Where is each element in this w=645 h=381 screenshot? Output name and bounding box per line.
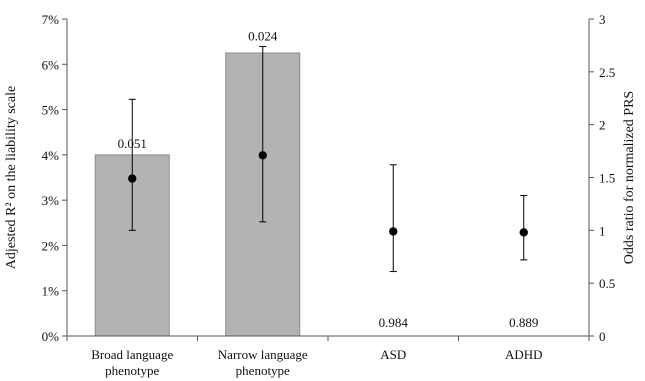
p-value-label-0: 0.051 [118, 136, 147, 151]
x-tick-label: Broad language [91, 347, 173, 362]
odds-ratio-point-0 [128, 174, 137, 183]
y-left-tick-label: 3% [42, 193, 60, 208]
y-right-tick-label: 2 [599, 118, 606, 133]
y-left-tick-label: 1% [42, 284, 60, 299]
y-right-tick-label: 0.5 [599, 276, 615, 291]
odds-ratio-point-1 [258, 151, 267, 160]
odds-ratio-point-3 [519, 228, 528, 237]
x-tick-label: ADHD [505, 347, 543, 362]
y-left-tick-label: 6% [42, 57, 60, 72]
y-right-tick-label: 0 [599, 329, 606, 344]
x-tick-label: phenotype [236, 363, 290, 378]
y-left-tick-label: 0% [42, 329, 60, 344]
y-left-axis-title: Adjested R² on the liability scale [4, 86, 19, 269]
y-right-tick-label: 1.5 [599, 171, 615, 186]
y-right-tick-label: 2.5 [599, 65, 615, 80]
x-tick-label: phenotype [105, 363, 159, 378]
bars-layer [94, 52, 301, 337]
y-left-tick-label: 2% [42, 238, 60, 253]
y-left-tick-label: 5% [42, 103, 60, 118]
x-tick-label: ASD [380, 347, 406, 362]
y-right-tick-label: 3 [599, 12, 606, 27]
errorbar-layer [128, 45, 528, 273]
odds-ratio-point-2 [389, 227, 398, 236]
p-value-label-1: 0.024 [248, 28, 278, 43]
y-right-tick-label: 1 [599, 223, 606, 238]
axes-layer: 0% 1% 2% 3% 4% 5% 6% 7% 0 0.5 1 1.5 2 2.5 3 [42, 12, 616, 344]
y-right-axis-title: Odds ratio for normalized PRS [622, 91, 637, 264]
p-value-label-2: 0.984 [379, 315, 409, 330]
x-tick-label: Narrow language [218, 347, 308, 362]
p-value-label-3: 0.889 [509, 315, 538, 330]
y-left-tick-label: 4% [42, 148, 60, 163]
y-left-tick-label: 7% [42, 12, 60, 27]
